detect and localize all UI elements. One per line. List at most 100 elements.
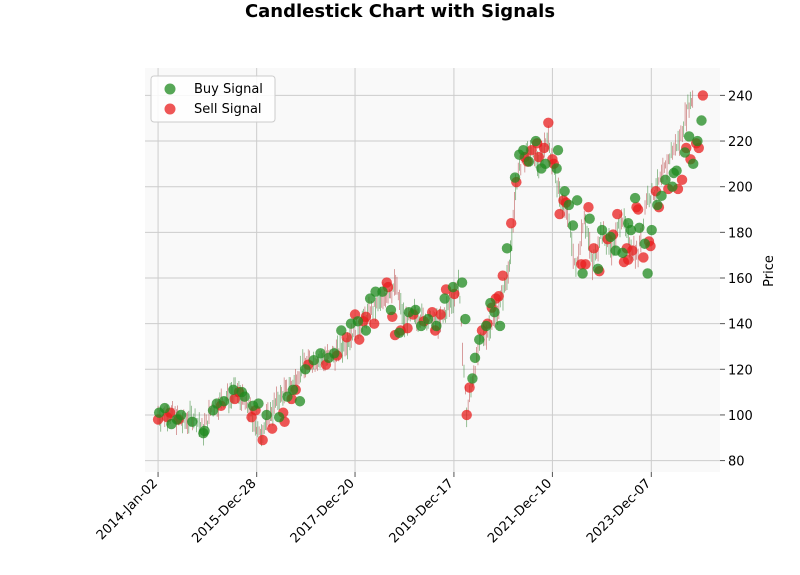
y-tick-label: 220 <box>728 135 753 150</box>
buy-signal-point <box>273 412 285 423</box>
sell-signal-point <box>580 259 591 270</box>
x-tick-label: 2021-Dec-10 <box>485 476 555 546</box>
buy-signal-point <box>696 115 707 126</box>
x-tick-label: 2023-Dec-07 <box>584 476 654 546</box>
buy-signal-point <box>617 247 628 259</box>
buy-signal-point <box>239 391 250 402</box>
sell-signal-points <box>152 90 709 446</box>
buy-signal-point <box>228 384 239 396</box>
buy-signal-point <box>485 297 496 309</box>
sell-signal-point <box>435 309 446 320</box>
buy-signal-point <box>415 320 427 332</box>
x-axis: 2014-Jan-02 2015-Dec-28 2017-Dec-20 2019-De… <box>94 472 654 546</box>
buy-signal-point <box>460 313 471 325</box>
buy-signal-points <box>153 115 707 439</box>
legend: Buy Signal Sell Signal <box>150 75 276 123</box>
buy-signal-point <box>394 327 405 338</box>
buy-signal-point <box>629 192 641 204</box>
sell-signal-point <box>493 291 504 302</box>
buy-signal-point <box>159 402 170 414</box>
legend-box <box>150 75 276 123</box>
buy-signal-point <box>261 409 272 421</box>
buy-signal-point <box>199 425 210 437</box>
buy-signal-point <box>596 224 608 236</box>
legend-sell-label: Sell Signal <box>194 102 262 117</box>
sell-signal-point <box>464 382 475 393</box>
x-tick-label: 2015-Dec-28 <box>189 476 259 546</box>
buy-signal-point <box>634 222 645 233</box>
buy-signal-point <box>410 304 421 316</box>
buy-signal-point <box>563 199 575 211</box>
buy-signal-point <box>688 158 699 170</box>
buy-signal-point <box>439 293 450 304</box>
buy-signal-point <box>489 307 500 318</box>
buy-signal-point <box>551 163 562 174</box>
y-tick-label: 180 <box>728 226 753 241</box>
sell-signal-point <box>533 151 545 163</box>
buy-signal-point <box>540 158 551 170</box>
buy-signal-point <box>501 243 513 254</box>
buy-signal-point <box>494 320 506 332</box>
buy-signal-point <box>308 354 320 366</box>
sell-signal-point <box>543 117 554 128</box>
buy-signal-point <box>667 181 678 192</box>
legend-sell-marker <box>164 103 176 115</box>
buy-signal-point <box>605 231 616 243</box>
buy-signal-point <box>652 199 663 211</box>
buy-signal-point <box>315 348 326 359</box>
sell-signal-point <box>354 334 365 345</box>
legend-buy-marker <box>164 83 176 95</box>
sell-signal-point <box>266 423 278 434</box>
buy-signal-point <box>559 186 570 197</box>
buy-signal-point <box>360 325 372 336</box>
sell-signal-point <box>638 252 649 263</box>
y-tick-label: 100 <box>728 409 753 424</box>
y-tick-label: 140 <box>728 318 753 333</box>
sell-signal-point <box>497 270 508 281</box>
buy-signal-point <box>625 224 637 236</box>
sell-signal-point <box>583 202 594 213</box>
buy-signal-point <box>336 325 347 336</box>
sell-signal-point <box>257 434 268 446</box>
grid-lines <box>145 68 720 472</box>
chart-title: Candlestick Chart with Signals <box>245 1 555 22</box>
buy-signal-point <box>287 384 299 396</box>
y-axis-label: Price <box>762 255 777 287</box>
buy-signal-point <box>530 135 542 147</box>
buy-signal-point <box>523 156 535 167</box>
buy-signal-point <box>642 268 653 279</box>
buy-signal-point <box>352 316 364 327</box>
sell-signal-point <box>538 142 550 154</box>
x-tick-label: 2014-Jan-02 <box>94 476 161 543</box>
sell-signal-point <box>627 245 638 256</box>
buy-signal-point <box>577 268 588 279</box>
buy-signal-point <box>294 396 306 407</box>
buy-signal-point <box>584 213 595 224</box>
buy-signal-point <box>671 165 682 176</box>
buy-signal-point <box>646 224 657 236</box>
buy-signal-point <box>467 373 478 384</box>
buy-signal-point <box>469 352 481 364</box>
buy-signal-point <box>447 281 459 293</box>
sell-signal-point <box>369 318 380 329</box>
buy-signal-point <box>660 174 671 186</box>
sell-signal-point <box>676 174 688 186</box>
buy-signal-point <box>377 286 388 297</box>
sell-signal-point <box>632 204 644 215</box>
legend-buy-label: Buy Signal <box>194 82 263 97</box>
buy-signal-point <box>639 238 650 249</box>
buy-signal-point <box>218 396 230 407</box>
y-tick-label: 240 <box>728 89 753 104</box>
buy-signal-point <box>480 320 492 332</box>
sell-signal-point <box>612 208 623 220</box>
sell-signal-point <box>554 208 565 220</box>
buy-signal-point <box>679 147 691 158</box>
y-tick-label: 80 <box>728 455 745 470</box>
buy-signal-point <box>175 409 187 421</box>
buy-signal-point <box>683 131 695 142</box>
buy-signal-point <box>253 398 264 409</box>
y-axis: 80 100 120 140 160 180 200 220 240 <box>720 89 753 470</box>
y-tick-label: 120 <box>728 363 753 378</box>
x-tick-label: 2017-Dec-20 <box>288 476 358 546</box>
buy-signal-point <box>518 144 529 156</box>
